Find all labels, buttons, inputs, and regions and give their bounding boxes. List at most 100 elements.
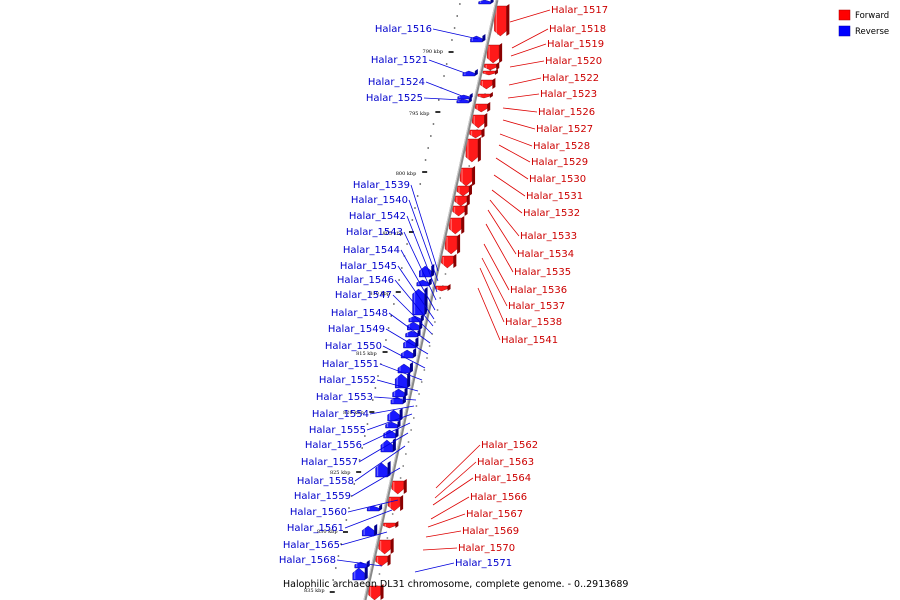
scale-label: 800 kbp <box>396 171 417 177</box>
gene-block-shade <box>387 554 391 566</box>
reverse-gene-label: Halar_1542 <box>349 211 406 222</box>
gene-block-shade <box>468 184 472 196</box>
reverse-gene-label: Halar_1545 <box>340 261 397 272</box>
reverse-leader-line <box>400 249 436 311</box>
reverse-gene-label: Halar_1525 <box>366 93 423 104</box>
forward-leader-line <box>502 119 536 130</box>
forward-leader-line <box>493 174 526 197</box>
gene-block-shade <box>447 284 451 291</box>
gene-block-shade <box>387 461 391 477</box>
forward-leader-line <box>485 223 514 273</box>
gene-block-shade <box>490 0 494 4</box>
forward-leader-line <box>509 60 545 68</box>
reverse-gene <box>361 525 375 537</box>
reverse-leader-line <box>394 279 434 327</box>
reverse-gene-label: Halar_1540 <box>351 195 408 206</box>
forward-gene-label: Halar_1535 <box>514 267 571 278</box>
gene-block-shade <box>492 78 496 89</box>
reverse-leader-line <box>397 265 435 320</box>
legend-reverse-label: Reverse <box>855 27 889 37</box>
scale-label: 810 kbp <box>369 291 390 297</box>
reverse-gene-label: Halar_1553 <box>316 392 373 403</box>
forward-gene <box>375 555 388 567</box>
gene-block-shade <box>415 337 419 348</box>
reverse-gene-label: Halar_1521 <box>371 55 428 66</box>
reverse-leader-line <box>382 345 426 369</box>
forward-gene-label: Halar_1536 <box>510 285 567 296</box>
reverse-gene-label: Halar_1539 <box>353 180 410 191</box>
scale-label: 835 kbp <box>304 588 325 594</box>
reverse-gene <box>385 421 398 429</box>
forward-gene-label: Halar_1533 <box>520 231 577 242</box>
reverse-leader-line <box>425 81 463 97</box>
reverse-leader-line <box>379 363 423 381</box>
gene-block-shade <box>489 92 493 98</box>
gene-block-shade <box>399 408 403 421</box>
reverse-leader-line <box>354 445 406 482</box>
forward-leader-line <box>434 461 477 499</box>
reverse-leader-line <box>406 215 438 293</box>
gene-block-shade <box>403 479 407 494</box>
forward-gene-label: Halar_1517 <box>551 5 608 16</box>
gene-block-shade <box>453 254 457 268</box>
forward-leader-line <box>481 257 508 307</box>
forward-leader-line <box>508 77 542 86</box>
forward-leader-line <box>432 477 474 506</box>
reverse-gene-label: Halar_1561 <box>287 523 344 534</box>
label-leaders <box>336 9 551 573</box>
legend-reverse-swatch <box>838 25 851 37</box>
chromosome-axis <box>363 0 499 600</box>
forward-gene <box>449 217 462 235</box>
forward-gene <box>472 114 485 129</box>
forward-leader-line <box>477 287 501 341</box>
gene-block-shade <box>461 216 465 234</box>
reverse-gene-label: Halar_1554 <box>312 409 369 420</box>
scale-label: 805 kbp <box>383 231 404 237</box>
reverse-leader-line <box>362 422 411 446</box>
gene-block-shade <box>364 566 368 580</box>
reverse-leader-line <box>388 312 431 344</box>
gene-block-shade <box>380 584 384 600</box>
gene-block-shade <box>390 538 394 554</box>
reverse-gene <box>375 462 388 478</box>
reverse-leader-line <box>392 294 433 335</box>
reverse-leader-line <box>340 531 388 546</box>
forward-gene <box>482 70 496 76</box>
reverse-gene-label: Halar_1552 <box>319 375 376 386</box>
reverse-leader-line <box>351 467 401 497</box>
gene-block-shade <box>464 204 468 216</box>
forward-gene-label: Halar_1532 <box>523 208 580 219</box>
gene-labels: Halar_1517 Halar_1518 Halar_1519 Halar_1520… <box>279 5 608 569</box>
reverse-leader-line <box>385 328 429 355</box>
forward-gene-label: Halar_1531 <box>526 191 583 202</box>
scale-label: 790 kbp <box>423 49 444 55</box>
kbp-scale: 790 kbp 795 kbp 800 kbp 805 kbp 810 kbp 815 k… <box>304 3 505 594</box>
reverse-leader-line <box>410 184 439 272</box>
reverse-gene-label: Halar_1571 <box>455 558 512 569</box>
forward-gene-label: Halar_1529 <box>531 157 588 168</box>
reverse-gene <box>412 288 425 316</box>
forward-gene <box>456 185 470 197</box>
reverse-gene-label: Halar_1568 <box>279 555 336 566</box>
reverse-gene-label: Halar_1544 <box>343 245 400 256</box>
gene-block-shade <box>466 194 470 206</box>
forward-leader-line <box>479 267 505 323</box>
forward-leader-line <box>430 496 470 520</box>
gene-block-shade <box>400 495 404 511</box>
forward-gene-label: Halar_1537 <box>508 301 565 312</box>
reverse-gene <box>394 373 408 389</box>
scale-label: 825 kbp <box>330 470 351 476</box>
forward-leader-line <box>507 93 540 99</box>
gene-block-shade <box>379 504 383 511</box>
forward-gene-label: Halar_1519 <box>547 39 604 50</box>
reverse-gene <box>380 439 394 453</box>
forward-leader-line <box>487 209 517 255</box>
forward-leader-line <box>510 43 547 57</box>
legend-forward-swatch <box>838 9 851 21</box>
scale-label: 815 kbp <box>356 351 377 357</box>
reverse-leader-line <box>358 432 409 463</box>
forward-gene <box>475 103 488 113</box>
reverse-leader-line <box>336 559 383 567</box>
forward-gene-label: Halar_1530 <box>529 174 586 185</box>
gene-block-shade <box>374 524 378 536</box>
